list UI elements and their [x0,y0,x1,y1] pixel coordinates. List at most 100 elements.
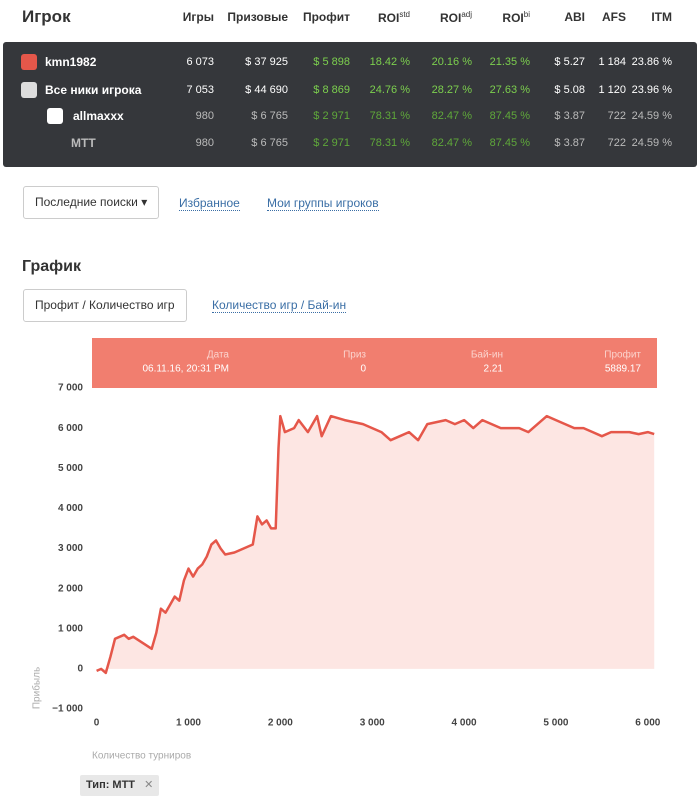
header-text: ROI [377,11,400,25]
column-header: ABI [564,10,585,24]
cell: $ 6 765 [251,137,288,149]
column-header: ROIadj [440,10,472,25]
x-tick-label: 5 000 [543,718,568,729]
cell: 24.59 % [631,137,672,149]
chip-label: Тип: MTT [86,779,136,791]
x-tick-label: 3 000 [360,718,385,729]
cell: 722 [607,110,626,122]
x-tick-label: 0 [94,718,100,729]
player-name: kmn1982 [45,55,97,69]
cell: 980 [195,137,214,149]
y-tick-label: 5 000 [58,463,83,474]
column-header: Игры [182,10,214,24]
players-panel [3,42,697,167]
x-tick-label: 6 000 [635,718,660,729]
cell: $ 8 869 [313,84,350,96]
cell: 7 053 [186,84,214,96]
y-axis-label: Прибыль [31,667,43,709]
column-header: AFS [602,10,626,24]
cell: $ 3.87 [554,137,585,149]
cell: 78.31 % [369,137,410,149]
cell: $ 44 690 [245,84,288,96]
player-name: allmaxxx [73,109,124,123]
groups-link[interactable]: Мои группы игроков [267,196,379,211]
y-tick-label: 1 000 [58,623,83,634]
area [96,416,655,673]
cell: 1 120 [598,84,626,96]
filter-chip[interactable]: Тип: MTT ✕ [80,775,160,796]
cell: 82.47 % [431,110,472,122]
header-text: std [399,10,410,19]
y-tick-label: 2 000 [58,583,83,594]
cell: $ 5 898 [313,56,350,68]
cell: 980 [195,110,214,122]
x-axis-label: Количество турниров [92,751,191,762]
player-title: Игрок [22,7,71,26]
tooltip-label: Приз [343,350,366,361]
cell: $ 2 971 [313,137,350,149]
x-tick-label: 1 000 [176,718,201,729]
tooltip-label: Дата [207,350,230,361]
x-tick-label: 2 000 [268,718,293,729]
player-name: Все ники игрока [45,83,142,97]
profit-line [96,414,655,675]
tab[interactable]: Количество игр / Бай-ин [212,298,347,313]
cell: 27.63 % [489,84,530,96]
tooltip-value: 0 [360,364,366,375]
cell: $ 3.87 [554,110,585,122]
tab[interactable]: Профит / Количество игр [23,289,187,322]
cell: $ 5.08 [554,84,585,96]
player-name: MTT [71,136,96,150]
header-text: ROI [502,11,524,25]
column-header: Призовые [227,10,288,24]
cell: 24.59 % [631,110,672,122]
favorites-link[interactable]: Избранное [179,196,240,211]
cell: 78.31 % [369,110,410,122]
cell: 20.16 % [431,56,472,68]
cell: 18.42 % [369,56,410,68]
tooltip-bar [92,338,657,388]
tooltip-value: 06.11.16, 20:31 PM [142,364,229,375]
cell: 1 184 [598,56,626,68]
graph-title: График [22,258,81,275]
y-tick-label: 7 000 [58,383,83,394]
header-text: ROI [439,11,462,25]
tooltip-value: 5889.17 [605,364,642,375]
y-tick-label: 3 000 [58,543,83,554]
cell: 24.76 % [369,84,410,96]
y-tick-label: 6 000 [58,423,83,434]
column-header: ITM [651,10,672,24]
cell: 87.45 % [489,137,530,149]
cell: 82.47 % [431,137,472,149]
y-tick-label: 0 [77,664,83,675]
header-text: bi [523,10,530,19]
cell: $ 6 765 [251,110,288,122]
cell: 6 073 [186,56,214,68]
dropdown-label: Последние поиски [35,195,138,209]
icon [21,54,37,70]
cell: $ 37 925 [245,56,288,68]
y-tick-label: 4 000 [58,503,83,514]
cell: 23.86 % [631,56,672,68]
cell: 21.35 % [489,56,530,68]
cell: 28.27 % [431,84,472,96]
cell: $ 2 971 [313,110,350,122]
column-header: ROIbi [502,10,530,25]
tooltip-value: 2.21 [484,364,504,375]
column-header: Профит [302,10,350,24]
header-text: adj [461,10,472,19]
cell: $ 5.27 [554,56,585,68]
cell: 87.45 % [489,110,530,122]
icon [21,82,37,98]
icon [47,108,63,124]
cell: 23.96 % [631,84,672,96]
cell: 722 [607,137,626,149]
tooltip-label: Профит [604,349,641,361]
recent-search-dropdown[interactable]: Последние поиски ▾ [23,186,160,219]
column-header: ROIstd [378,10,410,25]
y-tick-label: −1 000 [52,704,83,715]
x-tick-label: 4 000 [452,718,477,729]
tooltip-label: Бай-ин [471,350,503,361]
